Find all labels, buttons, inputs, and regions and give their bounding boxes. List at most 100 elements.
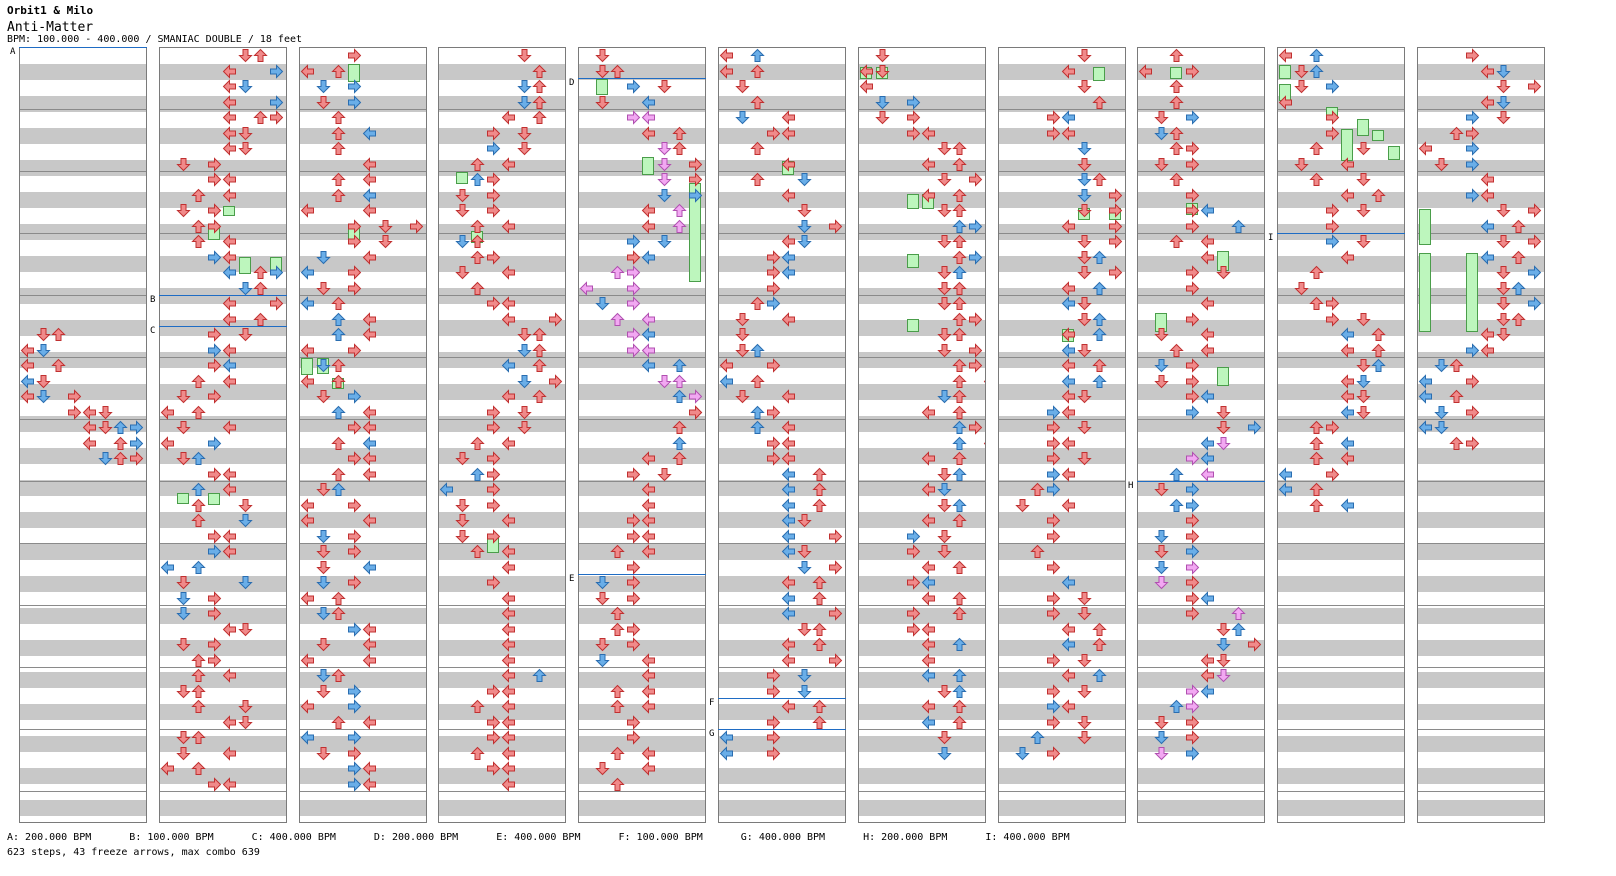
step-arrow-up — [952, 699, 967, 713]
step-arrow-right — [269, 63, 283, 79]
measure-line — [20, 171, 146, 172]
step-arrow-up — [331, 296, 346, 310]
measure-line — [300, 109, 426, 110]
chart-column — [1417, 47, 1545, 823]
step-arrow-right — [828, 528, 842, 544]
step-arrow-left — [20, 342, 34, 358]
step-arrow-left — [921, 482, 935, 497]
step-arrow-down — [1014, 498, 1030, 512]
step-arrow-right — [1185, 311, 1199, 327]
measure-line — [300, 791, 426, 792]
step-arrow-right — [486, 141, 500, 156]
measure-line — [439, 791, 565, 792]
step-arrow-up — [1092, 358, 1107, 372]
step-arrow-right — [347, 280, 361, 296]
step-arrow-left — [20, 358, 34, 373]
step-arrow-down — [315, 669, 331, 683]
step-arrow-right — [1046, 420, 1060, 435]
step-arrow-up — [1030, 482, 1045, 496]
step-arrow-right — [626, 327, 640, 342]
step-arrow-up — [952, 312, 967, 326]
step-arrow-up — [331, 715, 346, 729]
step-arrow-up — [952, 637, 967, 651]
step-arrow-right — [688, 187, 702, 203]
step-arrow-left — [1340, 327, 1354, 342]
step-arrow-down — [936, 281, 952, 295]
step-arrow-down — [1293, 64, 1309, 78]
chart-column — [19, 47, 147, 823]
step-arrow-right — [548, 311, 562, 327]
freeze-arrow — [1093, 66, 1105, 81]
step-arrow-up — [952, 188, 967, 202]
step-arrow-left — [362, 559, 376, 575]
step-arrow-left — [1340, 404, 1354, 420]
step-arrow-left — [501, 156, 515, 172]
step-arrow-up — [113, 436, 128, 450]
step-arrow-up — [331, 405, 346, 419]
measure-line — [859, 481, 985, 482]
step-arrow-down — [1433, 359, 1449, 373]
step-arrow-left — [362, 187, 376, 203]
step-arrow-right — [1465, 342, 1479, 358]
step-arrow-down — [1076, 297, 1092, 311]
step-arrow-up — [1309, 172, 1324, 186]
step-arrow-up — [191, 374, 206, 388]
bpm-change-line — [718, 729, 846, 730]
step-arrow-up — [532, 389, 547, 403]
step-arrow-up — [952, 389, 967, 403]
step-arrow-right — [1527, 265, 1541, 280]
step-arrow-up — [750, 343, 765, 357]
step-arrow-left — [501, 621, 515, 637]
step-arrow-left — [20, 373, 34, 389]
measure-line — [1418, 667, 1544, 668]
step-arrow-right — [1108, 265, 1122, 280]
step-arrow-down — [237, 576, 253, 590]
step-arrow-left — [501, 668, 515, 683]
step-arrow-down — [1076, 452, 1092, 466]
step-arrow-left — [20, 389, 34, 404]
measure-line — [160, 543, 286, 544]
step-arrow-left — [781, 482, 795, 497]
step-arrow-left — [1200, 249, 1214, 265]
step-arrow-left — [439, 482, 453, 497]
step-arrow-left — [719, 373, 733, 389]
step-arrow-left — [222, 63, 236, 79]
step-arrow-up — [1169, 498, 1184, 512]
step-arrow-right — [1185, 203, 1199, 218]
step-arrow-right — [486, 172, 500, 187]
step-arrow-left — [222, 466, 236, 482]
step-arrow-down — [454, 514, 470, 528]
step-arrow-up — [331, 172, 346, 186]
step-arrow-up — [331, 467, 346, 481]
step-arrow-up — [1309, 436, 1324, 450]
step-arrow-down — [796, 514, 812, 528]
bpm-legend-item: B: 100.000 BPM — [129, 832, 214, 843]
step-arrow-down — [656, 173, 672, 187]
step-arrow-up — [672, 141, 687, 155]
step-arrow-right — [906, 621, 920, 637]
step-arrow-left — [300, 373, 314, 389]
step-arrow-up — [1092, 281, 1107, 295]
step-arrow-up — [1169, 141, 1184, 155]
measure-line — [1418, 233, 1544, 234]
step-arrow-up — [1169, 234, 1184, 248]
chart-column — [718, 47, 846, 823]
freeze-arrow — [1356, 119, 1369, 137]
step-arrow-left — [1278, 48, 1292, 63]
step-arrow-up — [952, 715, 967, 729]
step-arrow-up — [331, 312, 346, 326]
measure-line — [1418, 729, 1544, 730]
step-arrow-left — [641, 311, 655, 327]
step-arrow-down — [175, 607, 191, 621]
step-arrow-down — [175, 638, 191, 652]
measure-line — [439, 171, 565, 172]
step-arrow-down — [516, 405, 532, 419]
step-arrow-right — [968, 311, 982, 327]
step-arrow-down — [1293, 157, 1309, 171]
step-arrow-down — [315, 746, 331, 760]
measure-line — [859, 543, 985, 544]
step-arrow-left — [1200, 203, 1214, 218]
measure-line — [1278, 419, 1404, 420]
step-arrow-left — [1340, 389, 1354, 404]
step-arrow-down — [796, 219, 812, 233]
